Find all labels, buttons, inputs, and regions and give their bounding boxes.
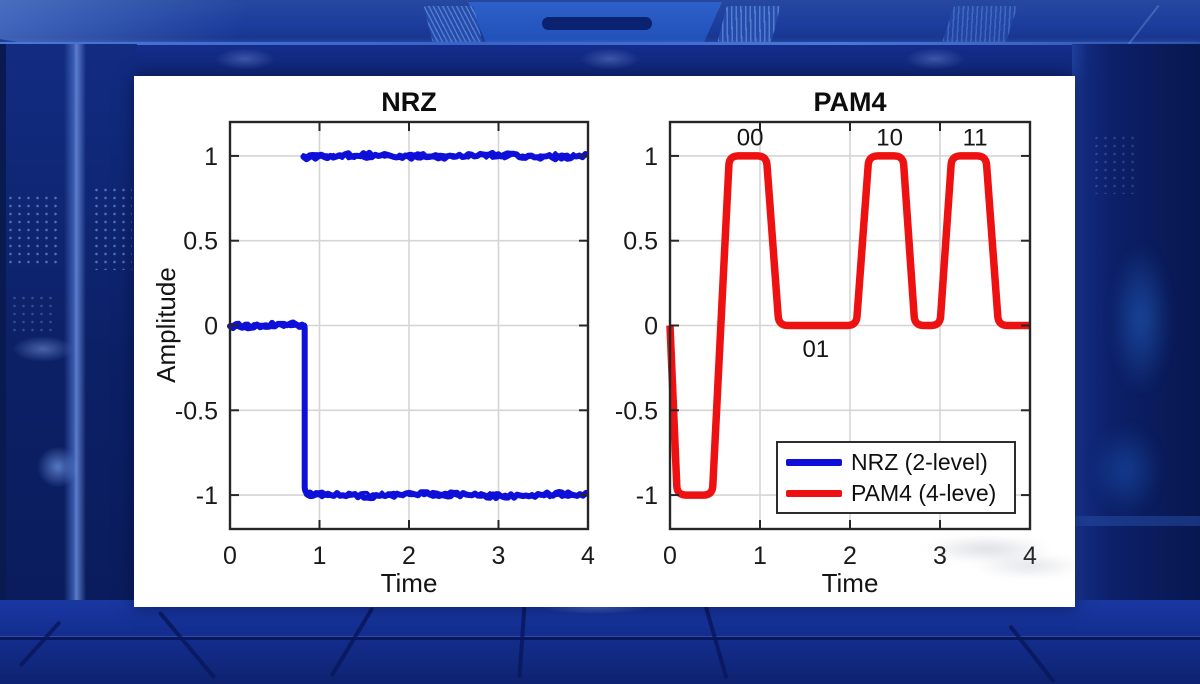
ceiling-glow [905, 48, 965, 70]
x-tick-label: 0 [663, 542, 677, 570]
y-tick-label: -0.5 [175, 397, 218, 425]
nrz-signal-path [301, 151, 588, 161]
annotation-11: 11 [963, 124, 988, 151]
artifact-smudge [922, 536, 1052, 562]
y-tick-label: -0.5 [615, 397, 658, 425]
nrz-signal-path [227, 319, 305, 332]
x-tick-label: 1 [753, 542, 767, 570]
upper-wall [0, 45, 1200, 76]
ceiling [0, 0, 1200, 94]
pam4-signal-path [666, 152, 1030, 499]
legend-entry: NRZ (2-level) [786, 448, 1014, 476]
floor-seam [0, 637, 1200, 640]
artifact-smudge [974, 554, 1084, 578]
x-tick-label: 2 [402, 542, 416, 570]
floor-seam [517, 603, 527, 679]
pam4-xlabel: Time [821, 568, 879, 598]
legend-swatch [786, 489, 842, 497]
x-tick-label: 1 [313, 542, 327, 570]
ceiling-glow [215, 48, 275, 70]
legend-entry: PAM4 (4-leve) [786, 479, 1014, 507]
led-dot-grid [6, 194, 62, 266]
ceiling-grille-right [717, 6, 781, 42]
ceiling-grille-left [423, 6, 483, 42]
circuit-glow [1110, 244, 1172, 394]
legend-label: NRZ (2-level) [851, 448, 988, 475]
floor-seam [18, 620, 62, 668]
ceiling-grille-far-right [942, 6, 1018, 42]
x-tick-label: 3 [933, 542, 947, 570]
led-dot-grid [92, 186, 132, 270]
x-tick-label: 0 [223, 542, 237, 570]
tiled-floor [0, 600, 1200, 684]
floor-seam [703, 604, 729, 680]
floor-seam [157, 610, 217, 680]
bokeh-glow [36, 447, 80, 487]
annotation-10: 10 [876, 124, 903, 151]
ceiling-glow [580, 48, 640, 70]
legend: NRZ (2-level) PAM4 (4-leve) [776, 441, 1016, 514]
ceiling-light-panel [468, 2, 722, 42]
y-tick-label: 0 [204, 313, 218, 341]
legend-swatch [786, 458, 842, 466]
y-tick-label: 1 [644, 143, 658, 171]
rack-groove [1072, 516, 1200, 526]
y-tick-label: -1 [636, 482, 658, 510]
nrz-signal-path [305, 490, 588, 500]
figure-panel: 0123410.50-0.5-10123410.50-0.5-100011011… [134, 76, 1084, 607]
y-tick-label: 0.5 [183, 228, 218, 256]
x-tick-label: 4 [581, 542, 595, 570]
x-tick-label: 4 [1023, 542, 1037, 570]
led-dot-grid [1092, 134, 1138, 194]
annotation-00: 00 [737, 124, 764, 151]
image-left-edge [0, 44, 6, 610]
circuit-glow [1090, 424, 1162, 516]
rack-divider [64, 44, 86, 610]
y-tick-label: 0 [644, 313, 658, 341]
x-tick-label: 2 [843, 542, 857, 570]
x-tick-label: 3 [492, 542, 506, 570]
led-dot-grid [10, 294, 58, 334]
nrz-xlabel: Time [380, 568, 438, 598]
annotation-01: 01 [802, 336, 829, 363]
nrz-signal-path [228, 320, 304, 330]
y-tick-label: 0.5 [623, 228, 658, 256]
server-rack-right [1072, 44, 1200, 610]
legend-label: PAM4 (4-leve) [851, 479, 997, 506]
y-tick-label: 1 [204, 143, 218, 171]
server-rack-left [0, 44, 137, 610]
ceiling-light-line [0, 42, 1200, 45]
nrz-ylabel: Amplitude [151, 267, 181, 383]
nrz-transition-path [301, 322, 311, 497]
bokeh-glow [12, 336, 74, 362]
floor-seam [329, 606, 375, 678]
ceiling-vent-slot [542, 17, 652, 30]
y-tick-label: -1 [196, 482, 218, 510]
pam4-title: PAM4 [813, 87, 887, 117]
nrz-title: NRZ [381, 87, 437, 117]
